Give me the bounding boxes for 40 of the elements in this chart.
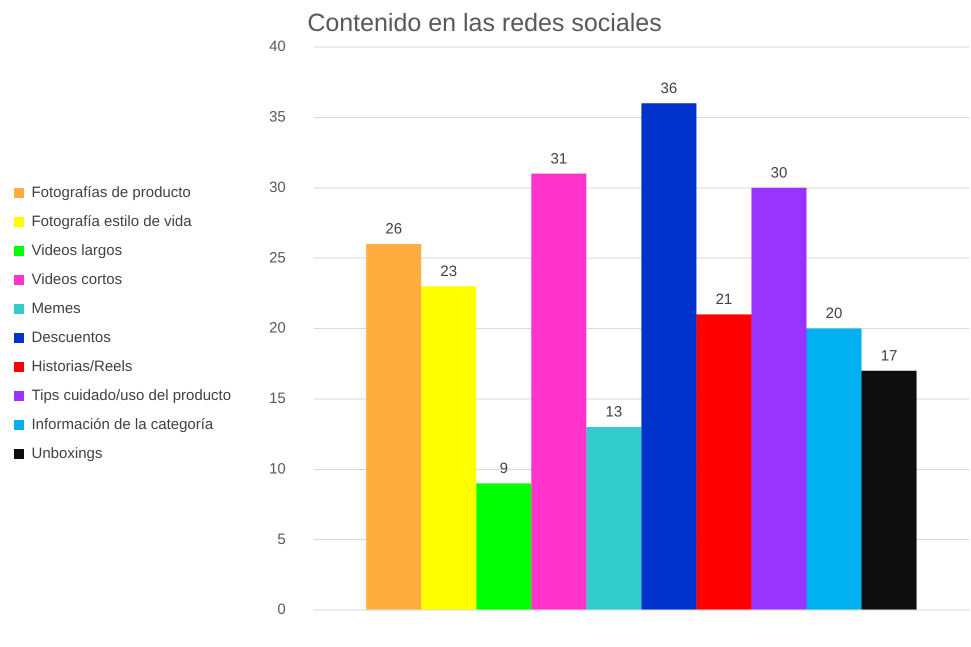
legend-label: Fotografías de producto [32,184,191,202]
data-label: 13 [606,404,622,421]
legend-label: Videos cortos [32,271,122,288]
data-label: 30 [770,164,788,182]
bar [421,286,476,610]
y-tick-label: 0 [277,601,286,618]
legend-label: Fotografía estilo de vida [32,213,192,230]
y-tick-label: 35 [269,108,286,126]
data-label: 9 [500,460,508,477]
data-label: 20 [826,305,842,322]
bar [696,314,752,610]
data-label: 23 [440,262,458,280]
legend-label: Descuentos [32,329,111,346]
bar [366,244,422,610]
bar [862,370,917,610]
y-tick-label: 40 [269,38,286,56]
data-label: 36 [660,80,678,97]
bar [476,483,532,610]
y-tick-label: 25 [269,249,286,266]
y-tick-label: 10 [269,460,286,478]
legend-label: Videos largos [32,242,122,260]
legend-label: Unboxings [32,445,102,462]
y-tick-label: 15 [269,390,286,408]
bar [751,188,806,610]
y-tick-label: 20 [269,320,286,337]
data-label: 17 [880,347,898,364]
data-label: 31 [550,150,568,168]
bar [586,427,642,610]
chart-title: Contenido en las redes sociales [307,8,662,37]
data-label: 21 [716,291,732,308]
legend-label: Historias/Reels [32,358,132,376]
bar [531,174,586,610]
legend-label: Información de la categoría [32,416,214,434]
y-tick-label: 5 [277,530,286,548]
bar [806,328,862,610]
legend-label: Tips cuidado/uso del producto [32,387,232,404]
legend-label: Memes [32,300,81,318]
y-tick-label: 30 [269,178,286,196]
bar [641,103,696,610]
data-label: 26 [385,220,402,238]
